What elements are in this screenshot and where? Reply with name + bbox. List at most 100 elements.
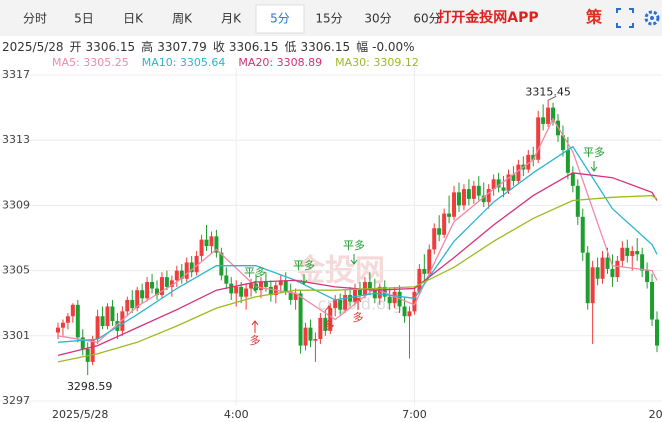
candle-body	[432, 228, 437, 250]
x-tick-label: 2025/5/28	[52, 408, 108, 421]
candle-body	[551, 107, 556, 121]
candle-body	[313, 339, 318, 341]
candle-body	[655, 319, 659, 346]
candle-body	[169, 280, 174, 287]
candle-body	[595, 267, 600, 279]
candle-body	[56, 327, 60, 333]
info-value: 3306.15	[229, 40, 279, 54]
strategy-button[interactable]: 策	[585, 8, 603, 27]
candle-body	[174, 270, 179, 281]
candle-body	[234, 286, 239, 294]
candle-body	[110, 306, 115, 322]
signal-arrowhead	[350, 259, 358, 265]
candle-body	[452, 192, 457, 217]
tab[interactable]: 周K	[172, 12, 193, 26]
candle-body	[417, 268, 422, 292]
candle-body	[224, 275, 229, 284]
candle-body	[402, 306, 407, 317]
tab[interactable]: 60分	[413, 12, 440, 26]
tab[interactable]: 15分	[315, 12, 342, 26]
x-tick-label: 7:00	[402, 408, 427, 421]
info-label: 低	[284, 40, 296, 54]
candle-body	[100, 316, 105, 327]
candle-body	[565, 149, 570, 173]
candle-body	[179, 270, 184, 279]
signal-label: 平多	[343, 238, 365, 252]
signal-arrowhead	[251, 286, 259, 292]
signal-label: 多	[324, 318, 335, 332]
ma-line	[57, 172, 658, 357]
fullscreen-icon[interactable]	[616, 8, 634, 28]
candle-body	[293, 293, 298, 300]
candle-body	[318, 317, 323, 340]
candle-body	[427, 249, 432, 274]
info-label: 开	[70, 40, 82, 54]
candle-body	[541, 117, 546, 124]
legend-entry: MA20: 3308.89	[238, 56, 322, 69]
candle-body	[70, 304, 75, 317]
tab[interactable]: 5日	[74, 12, 94, 26]
candle-body	[229, 283, 234, 294]
ma-line	[57, 145, 658, 343]
candle-body	[645, 270, 650, 283]
candle-body	[630, 251, 635, 256]
candle-body	[239, 286, 244, 297]
candle-body	[323, 317, 328, 331]
candle-body	[615, 260, 620, 278]
candle-body	[343, 295, 348, 310]
candle-body	[135, 290, 140, 309]
signal-arrowhead	[251, 320, 259, 326]
info-value: 3307.79	[157, 40, 207, 54]
candle-body	[333, 299, 338, 309]
signal-label: 平多	[583, 145, 605, 159]
candle-body	[288, 291, 293, 300]
candle-body	[120, 311, 125, 331]
candle-body	[382, 286, 387, 297]
candle-body	[496, 179, 501, 188]
candle-body	[219, 252, 224, 276]
candle-body	[471, 185, 476, 199]
tab[interactable]: 日K	[123, 12, 144, 26]
candle-body	[155, 288, 160, 296]
tab[interactable]: 30分	[364, 12, 391, 26]
signal-label: 平多	[244, 265, 266, 279]
tab[interactable]: 5分	[270, 12, 290, 26]
signal-arrowhead	[590, 166, 598, 172]
candle-body	[575, 185, 580, 217]
candle-body	[407, 311, 412, 317]
app-link[interactable]: 打开金投网APP	[437, 9, 538, 26]
candle-body	[491, 179, 496, 190]
candle-body	[159, 277, 164, 296]
info-label: 高	[141, 39, 153, 54]
candle-body	[610, 268, 615, 278]
info-date: 2025/5/28	[2, 40, 64, 54]
candle-body	[437, 228, 442, 235]
candle-body	[348, 295, 353, 302]
candle-body	[447, 213, 452, 217]
tab[interactable]: 月K	[221, 12, 242, 26]
candle-body	[90, 339, 95, 362]
y-tick-label: 3305	[2, 264, 30, 277]
candle-body	[209, 236, 214, 247]
candle-body	[80, 337, 85, 349]
info-label: 幅	[356, 39, 368, 54]
candle-body	[605, 257, 610, 269]
candle-body	[536, 117, 541, 160]
candle-body	[600, 257, 605, 279]
legend-entry: MA30: 3309.12	[335, 56, 419, 69]
candle-body	[546, 107, 551, 124]
settings-icon[interactable]	[644, 10, 660, 26]
candle-body	[486, 189, 491, 203]
candle-body	[303, 327, 308, 346]
tab[interactable]: 分时	[23, 12, 47, 26]
candle-body	[560, 135, 565, 150]
candle-body	[367, 282, 372, 291]
signal-label: 多	[250, 333, 261, 347]
candle-body	[353, 288, 358, 302]
candle-body	[338, 299, 343, 310]
candle-body	[150, 282, 155, 289]
candle-body	[244, 288, 249, 297]
toolbar-bg	[0, 0, 662, 36]
candle-body	[140, 290, 145, 299]
